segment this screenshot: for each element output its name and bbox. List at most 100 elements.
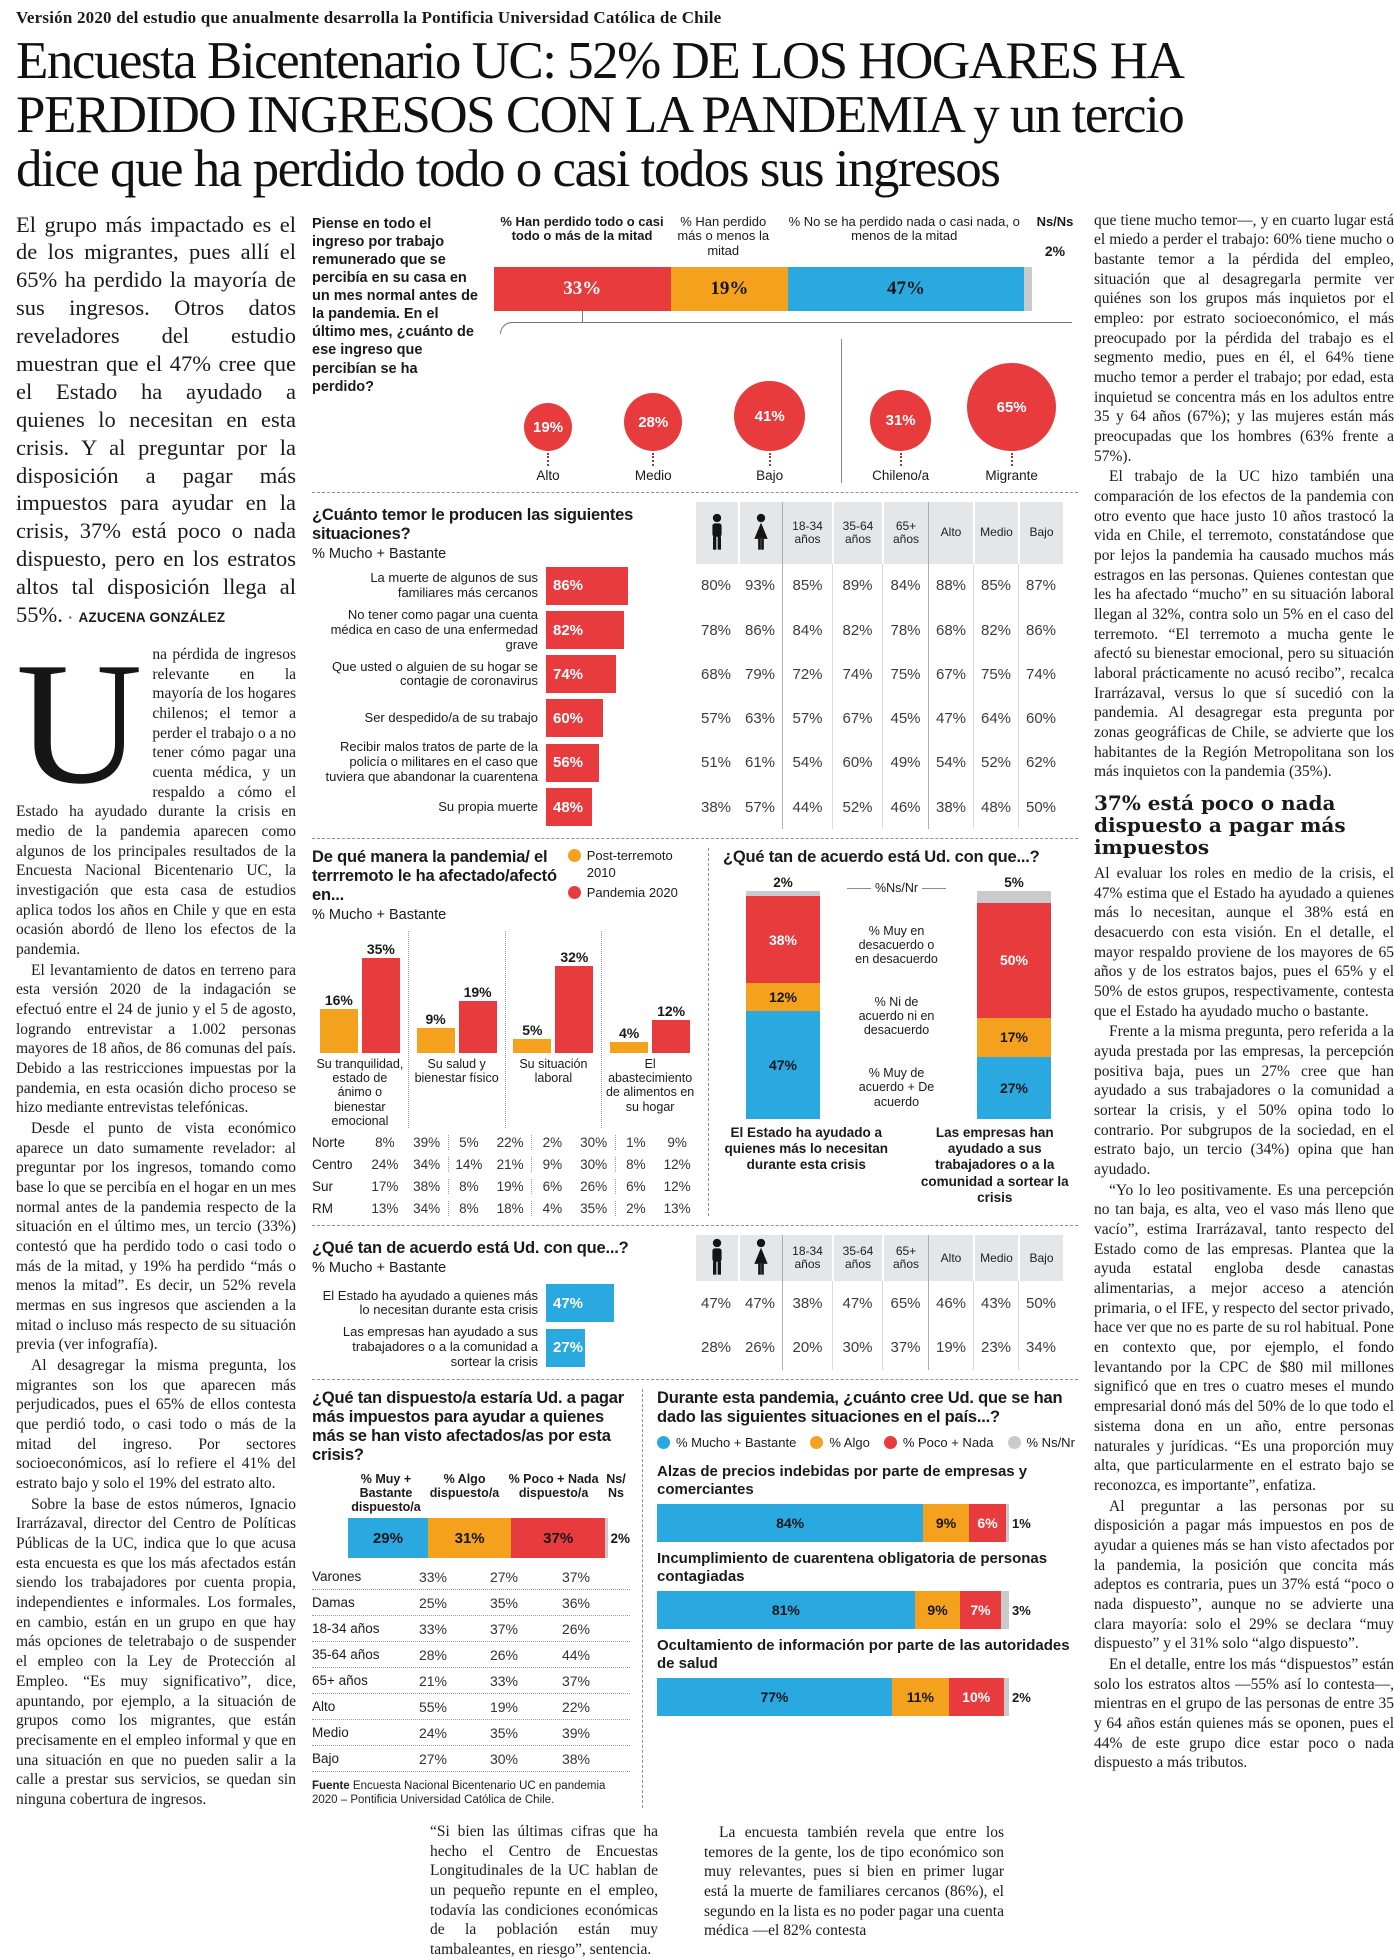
seg-mucho-label: 77% (760, 1689, 789, 1706)
affect-group: 5% 32% Su situación laboral (506, 930, 603, 1129)
right-column: que tiene mucho temor—, y en cuarto luga… (1094, 211, 1394, 1960)
subheadline: 37% está poco o nada dispuesto a pagar m… (1094, 791, 1346, 860)
region-value: 18% (496, 1201, 524, 1217)
income-ns-value: 2% (1044, 243, 1066, 260)
legend-dot (883, 1436, 897, 1450)
bar-value-terremoto: 4% (619, 1024, 640, 1041)
circle-group-divider (841, 339, 842, 484)
affect-group: 4% 12% El abastecimiento de alimentos en… (602, 931, 698, 1129)
taxes-seg-blue-label: 29% (372, 1529, 403, 1547)
value-men: 28% (700, 1339, 732, 1357)
paragraph: na pérdida de ingresos relevante en la m… (16, 645, 296, 958)
value-alto: 54% (928, 740, 973, 786)
value-35-64: 47% (832, 1281, 882, 1326)
value-women: 63% (744, 709, 776, 727)
income-header-lost-all: % Han perdido todo o casi todo o más de … (500, 213, 664, 244)
taxes-header-muy: % Muy + Bastante dispuesto/a (351, 1472, 421, 1514)
value-alto: 67% (928, 652, 973, 697)
legend-label: % Ns/Nr (1026, 1435, 1075, 1451)
fear-row-pct: 86% (553, 577, 584, 595)
headline-line-3: dice que ha perdido todo o casi todos su… (16, 140, 1001, 199)
value-men: 38% (700, 798, 732, 816)
income-header-lost-none: % No se ha perdido nada o casi nada, o m… (788, 213, 1020, 244)
taxes-row: 35-64 años 28% 26% 44% (312, 1642, 630, 1669)
region-value: 4% (531, 1201, 573, 1217)
value-women: 57% (744, 798, 776, 816)
value-65: 75% (882, 652, 928, 697)
seg-neutral: 17% (977, 1017, 1051, 1057)
paragraph: “Yo lo leo positivamente. Es una percepc… (1094, 1181, 1394, 1494)
headline-line-1: Encuesta Bicentenario UC: 52% DE LOS HOG… (16, 32, 1185, 91)
taxes-ns-value: 2% (610, 1530, 630, 1546)
circle-connector (547, 453, 550, 467)
taxes-header-ns: Ns/ Ns (606, 1472, 626, 1500)
circle-item: 41% Bajo (734, 335, 805, 483)
col-header-alto: Alto (928, 1235, 973, 1282)
income-chart: Piense en todo el ingreso por trabajo re… (312, 213, 1078, 484)
circle-value: 19% (524, 403, 572, 452)
value-medio: 48% (973, 785, 1018, 830)
value-bajo: 86% (1018, 607, 1063, 653)
region-value: 8% (447, 1201, 490, 1217)
region-value: 12% (663, 1157, 691, 1173)
fear-row: Recibir malos tratos de parte de la poli… (312, 740, 1078, 786)
bar-pandemia (458, 1001, 497, 1053)
region-value: 26% (580, 1179, 608, 1195)
taxes-row-label: 18-34 años (312, 1621, 380, 1637)
value-alto: 46% (928, 1281, 973, 1326)
value-35-64: 52% (832, 785, 882, 830)
taxes-value-poco: 37% (561, 1672, 591, 1689)
fear-row-pct: 48% (553, 798, 584, 816)
value-65: 65% (882, 1281, 928, 1326)
affect-group-label: Su salud y bienestar físico (414, 1056, 499, 1085)
woman-icon (738, 502, 782, 564)
taxes-value-muy: 27% (418, 1750, 448, 1767)
col-header-18-34: 18-34 años (782, 1235, 832, 1282)
taxes-headers: % Muy + Bastante dispuesto/a % Algo disp… (348, 1472, 630, 1514)
seg-algo: 9% (923, 1504, 969, 1543)
income-circles: 19% Alto 28% Medio (494, 335, 1078, 484)
value-65: 49% (882, 740, 928, 786)
income-seg-red-label: 33% (563, 278, 602, 300)
income-seg-red: 33% (494, 267, 671, 312)
value-alto: 47% (928, 696, 973, 741)
agree-row: El Estado ha ayudado a quienes más lo ne… (312, 1281, 1078, 1326)
fear-row-bar: 60% (546, 699, 603, 738)
circle-connector (899, 453, 902, 467)
taxes-stacked-bar: 29% 31% 37% (348, 1518, 609, 1559)
agree-row-label: Las empresas han ayudado a sus trabajado… (342, 1324, 538, 1370)
income-seg-blue: 47% (788, 267, 1024, 312)
region-value: 30% (580, 1135, 608, 1151)
value-65: 37% (882, 1325, 928, 1371)
region-value: 34% (413, 1157, 441, 1173)
value-men: 57% (700, 709, 732, 727)
region-table: Norte 8% 39% 5% 22% 2% 30% 1% 9% (312, 1135, 698, 1217)
value-65: 78% (882, 607, 928, 653)
bar-terremoto (319, 1009, 358, 1053)
value-bajo: 34% (1018, 1325, 1063, 1371)
stack-bar-companies: 5% 50% 17% 27% (950, 875, 1078, 1119)
legend-item: % Ns/Nr (1007, 1435, 1075, 1451)
taxes-value-muy: 33% (418, 1620, 448, 1637)
legend-label: % Mucho + Bastante (676, 1435, 797, 1451)
taxes-seg-blue: 29% (348, 1518, 428, 1559)
taxes-value-poco: 37% (561, 1568, 591, 1585)
stack-caption-companies: Las empresas han ayudado a sus trabajado… (920, 1124, 1069, 1205)
taxes-row: Varones 33% 27% 37% (312, 1564, 630, 1591)
value-18-34: 72% (782, 652, 832, 697)
legend-label: % Algo (829, 1435, 870, 1451)
situations-legend: % Mucho + Bastante % Algo % Poco + Nada (657, 1435, 1078, 1455)
situation-item: Alzas de precios indebidas por parte de … (657, 1463, 1078, 1543)
affect-legend: Post-terremoto 2010 Pandemia 2020 (567, 848, 698, 924)
section-divider (312, 1225, 1078, 1227)
region-value: 6% (531, 1179, 573, 1195)
situation-label: Ocultamiento de información por parte de… (657, 1637, 1070, 1673)
seg-algo-label: 9% (935, 1515, 957, 1532)
circle-value: 41% (734, 380, 805, 452)
circle-pct: 31% (885, 412, 916, 430)
circle-item: 19% Alto (524, 335, 572, 483)
situation-bar: 84% 9% 6% (657, 1504, 1009, 1543)
bar-value-terremoto: 16% (324, 992, 353, 1009)
situations-bars: Alzas de precios indebidas por parte de … (657, 1463, 1078, 1717)
value-35-64: 30% (832, 1325, 882, 1371)
